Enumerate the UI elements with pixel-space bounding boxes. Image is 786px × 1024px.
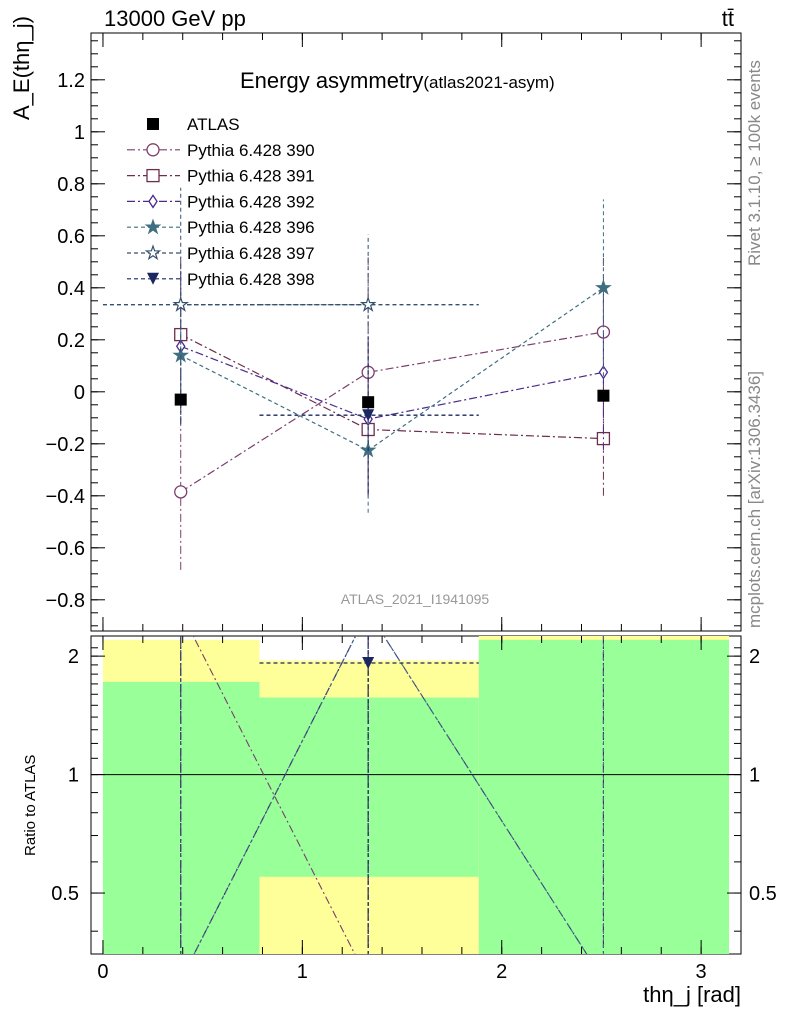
mc-series-line bbox=[180, 331, 604, 493]
y-tick-label: −0.4 bbox=[46, 486, 85, 508]
ratio-series-line bbox=[193, 636, 588, 954]
ratio-y-axis-label: Ratio to ATLAS bbox=[22, 754, 39, 856]
y-tick-label: −0.8 bbox=[46, 590, 85, 612]
y-tick-label: 0.8 bbox=[57, 174, 85, 196]
mc-point bbox=[174, 485, 188, 499]
y-tick-label: 0 bbox=[74, 382, 85, 404]
ratio-y-tick-label: 1 bbox=[749, 765, 760, 787]
legend-label: ATLAS bbox=[187, 115, 240, 134]
chart-title: Energy asymmetry(atlas2021-asym) bbox=[240, 68, 555, 93]
legend-label: Pythia 6.428 398 bbox=[187, 270, 315, 289]
ratio-y-tick-label: 1 bbox=[68, 765, 79, 787]
y-tick-label: −0.6 bbox=[46, 538, 85, 560]
legend-marker bbox=[146, 143, 160, 157]
legend-label: Pythia 6.428 397 bbox=[187, 244, 315, 263]
mc-point bbox=[362, 409, 375, 422]
mc-series-line bbox=[180, 334, 604, 440]
mc-point bbox=[172, 295, 190, 312]
data-point bbox=[362, 396, 375, 409]
data-point bbox=[174, 393, 187, 406]
y-tick-label: 0.4 bbox=[57, 278, 85, 300]
x-tick-label: 3 bbox=[696, 961, 707, 983]
y-tick-label: −0.2 bbox=[46, 434, 85, 456]
chart-title-main: Energy asymmetry bbox=[240, 68, 423, 93]
legend-label: Pythia 6.428 392 bbox=[187, 192, 315, 211]
y-tick-label: 0.6 bbox=[57, 226, 85, 248]
ratio-band-inner bbox=[259, 697, 479, 877]
x-axis-label: thη_j [rad] bbox=[643, 982, 741, 1007]
ratio-y-tick-label: 0.5 bbox=[51, 883, 79, 905]
main-panel-frame bbox=[90, 32, 742, 632]
x-tick-label: 2 bbox=[496, 961, 507, 983]
ratio-point bbox=[362, 657, 375, 669]
mc-point bbox=[595, 279, 612, 295]
ratio-y-tick-label: 2 bbox=[749, 646, 760, 668]
ratio-y-tick-label: 0.5 bbox=[749, 883, 777, 905]
mc-series-line bbox=[180, 345, 604, 420]
chart-title-sub: (atlas2021-asym) bbox=[423, 73, 554, 92]
process-label: tt̄ bbox=[721, 6, 734, 31]
ratio-y-tick-label: 2 bbox=[68, 646, 79, 668]
y-tick-label: 0.2 bbox=[57, 330, 85, 352]
analysis-watermark: ATLAS_2021_I1941095 bbox=[341, 591, 490, 607]
legend-marker bbox=[147, 118, 159, 130]
legend-marker bbox=[146, 168, 160, 183]
legend-marker bbox=[148, 194, 158, 209]
collision-energy-label: 13000 GeV pp bbox=[104, 6, 246, 31]
legend-label: Pythia 6.428 390 bbox=[187, 141, 315, 160]
legend-label: Pythia 6.428 396 bbox=[187, 218, 315, 237]
y-tick-label: 1.2 bbox=[57, 70, 85, 92]
mc-point bbox=[359, 295, 377, 312]
data-point bbox=[597, 389, 610, 402]
legend-marker bbox=[144, 244, 162, 261]
x-tick-label: 0 bbox=[97, 961, 108, 983]
legend-marker bbox=[144, 218, 162, 235]
y-axis-label: A_E(thη_j) bbox=[9, 16, 34, 120]
legend-marker bbox=[147, 272, 159, 285]
x-tick-label: 1 bbox=[297, 961, 308, 983]
y-tick-label: 1 bbox=[74, 122, 85, 144]
mc-series-line bbox=[180, 287, 604, 451]
legend-label: Pythia 6.428 391 bbox=[187, 167, 315, 186]
